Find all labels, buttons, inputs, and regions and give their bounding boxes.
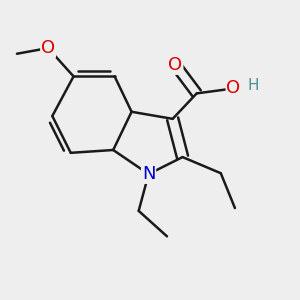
Text: O: O: [168, 56, 182, 74]
Text: H: H: [248, 78, 259, 93]
Text: O: O: [226, 79, 241, 97]
Text: O: O: [41, 39, 55, 57]
Text: N: N: [142, 165, 155, 183]
